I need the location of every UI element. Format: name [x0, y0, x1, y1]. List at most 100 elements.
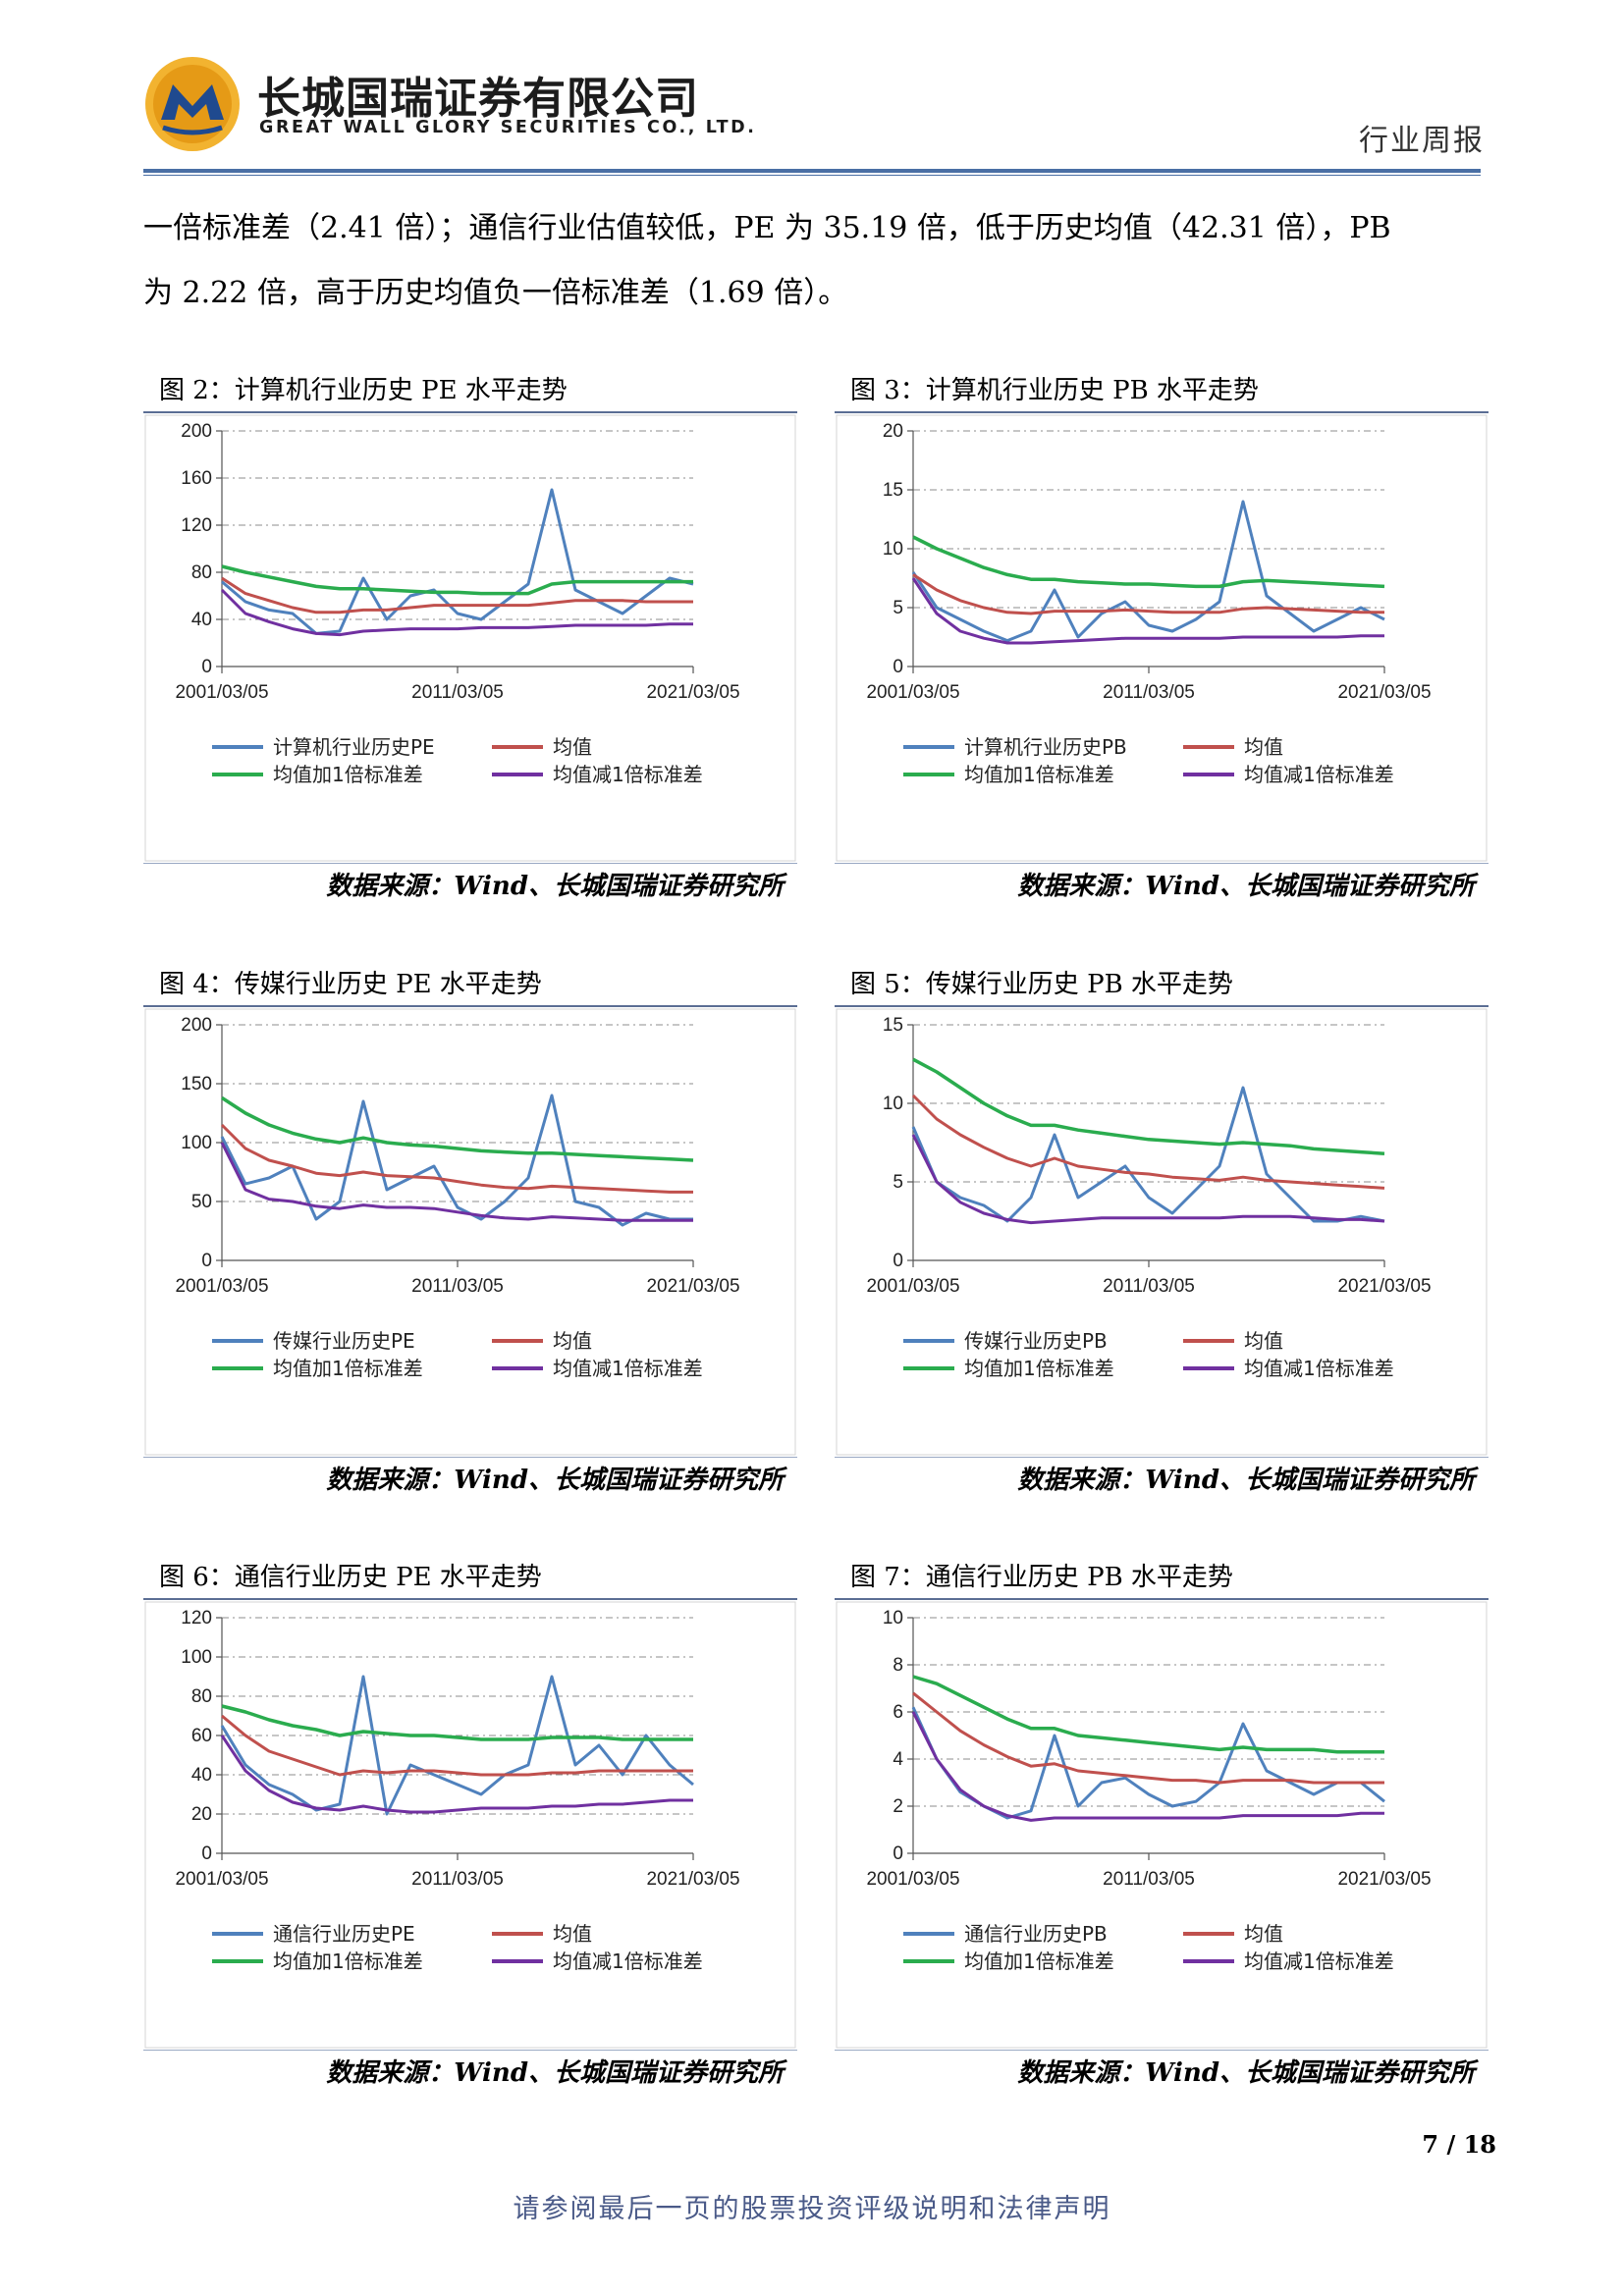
legend-label: 计算机行业历史PE — [273, 735, 435, 759]
x-tick-label: 2001/03/05 — [175, 1276, 268, 1297]
legend-label: 均值减1倍标准差 — [553, 763, 703, 786]
x-tick-label: 2021/03/05 — [1337, 1276, 1431, 1297]
y-tick-label: 2 — [893, 1796, 903, 1817]
x-tick-label: 2021/03/05 — [646, 1276, 739, 1297]
chart-frame — [836, 1601, 1488, 2049]
y-tick-label: 200 — [181, 1015, 212, 1036]
series-line-2 — [221, 1704, 693, 1741]
series-line-3 — [220, 1142, 693, 1222]
legend-label: 均值减1倍标准差 — [1244, 1357, 1394, 1380]
x-tick-label: 2011/03/05 — [1103, 682, 1195, 703]
x-tick-label: 2021/03/05 — [1337, 1869, 1431, 1890]
x-tick-label: 2001/03/05 — [866, 682, 959, 703]
legend-label: 均值减1倍标准差 — [1244, 1949, 1394, 1973]
y-tick-label: 60 — [191, 1726, 212, 1746]
series-line-0 — [220, 1675, 694, 1816]
y-tick-label: 0 — [201, 1843, 212, 1864]
company-logo-icon — [145, 57, 240, 151]
legend-label: 均值加1倍标准差 — [964, 1357, 1114, 1380]
x-tick-label: 2011/03/05 — [411, 1869, 504, 1890]
legend-label: 均值减1倍标准差 — [1244, 763, 1394, 786]
x-tick-label: 2001/03/05 — [175, 682, 268, 703]
body-line-1: 一倍标准差（2.41 倍）；通信行业估值较低，PE 为 35.19 倍，低于历史… — [143, 211, 1391, 245]
series-line-1 — [912, 573, 1384, 615]
x-tick-label: 2021/03/05 — [646, 682, 739, 703]
x-tick-label: 2011/03/05 — [1103, 1869, 1195, 1890]
y-tick-label: 0 — [893, 657, 903, 677]
figure-title: 图 5：传媒行业历史 PB 水平走势 — [835, 964, 1489, 1007]
y-tick-label: 0 — [893, 1251, 903, 1271]
x-tick-label: 2001/03/05 — [175, 1869, 268, 1890]
figure-title: 图 4：传媒行业历史 PE 水平走势 — [143, 964, 797, 1007]
y-tick-label: 5 — [893, 1172, 903, 1193]
y-tick-label: 50 — [191, 1192, 212, 1212]
page-header: 长城国瑞证券有限公司 GREAT WALL GLORY SECURITIES C… — [0, 0, 1624, 177]
y-tick-label: 20 — [191, 1804, 212, 1825]
figure-3: 图 3：计算机行业历史 PB 水平走势 0 5 10 15 20 2001/03/05 20… — [835, 370, 1489, 911]
legend-label: 传媒行业历史PE — [273, 1329, 415, 1353]
legend-label: 均值 — [553, 1922, 592, 1946]
footer-disclaimer: 请参阅最后一页的股票投资评级说明和法律声明 — [513, 2194, 1111, 2224]
figure-title: 图 2：计算机行业历史 PE 水平走势 — [143, 370, 797, 413]
y-tick-label: 0 — [201, 657, 212, 677]
doc-type: 行业周报 — [1359, 124, 1485, 158]
legend-label: 通信行业历史PE — [273, 1922, 415, 1946]
x-tick-label: 2001/03/05 — [866, 1276, 959, 1297]
y-tick-label: 160 — [181, 468, 212, 489]
y-tick-label: 120 — [181, 1608, 212, 1629]
legend-label: 均值 — [1244, 1329, 1283, 1353]
figure-title: 图 3：计算机行业历史 PB 水平走势 — [835, 370, 1489, 413]
y-tick-label: 10 — [883, 539, 903, 560]
chart-frame — [144, 1601, 796, 2049]
series-line-3 — [220, 588, 693, 637]
figure-source: 数据来源：Wind、长城国瑞证券研究所 — [835, 863, 1489, 911]
y-tick-label: 10 — [883, 1094, 903, 1114]
legend-label: 均值 — [1244, 1922, 1283, 1946]
legend-label: 计算机行业历史PB — [964, 735, 1127, 759]
series-line-2 — [912, 535, 1385, 589]
x-tick-label: 2011/03/05 — [411, 1276, 504, 1297]
body-line-2: 为 2.22 倍，高于历史均值负一倍标准差（1.69 倍）。 — [143, 276, 848, 310]
company-name-en: GREAT WALL GLORY SECURITIES CO., LTD. — [259, 118, 757, 137]
y-tick-label: 20 — [883, 421, 903, 442]
header-rule — [143, 169, 1481, 173]
legend-label: 均值加1倍标准差 — [273, 763, 423, 786]
legend-label: 均值加1倍标准差 — [964, 763, 1114, 786]
figure-5: 图 5：传媒行业历史 PB 水平走势 0 5 10 15 2001/03/05 2011/… — [835, 964, 1489, 1505]
header-rule-thin — [143, 175, 1481, 176]
y-tick-label: 0 — [893, 1843, 903, 1864]
y-tick-label: 4 — [893, 1749, 903, 1770]
legend-label: 均值减1倍标准差 — [553, 1949, 703, 1973]
y-tick-label: 40 — [191, 1765, 212, 1786]
series-line-2 — [221, 564, 693, 596]
chart-frame — [144, 1008, 796, 1456]
figure-source: 数据来源：Wind、长城国瑞证券研究所 — [143, 1457, 797, 1505]
chart-telecom-pe: 0 20 40 60 80 100 120 2001/03/05 2011/03/05 2021/… — [144, 1601, 796, 2049]
chart-computer-pe: 0 40 80 120 160 200 2001/03/05 2011/03/05 2021/0… — [144, 414, 796, 862]
y-tick-label: 200 — [181, 421, 212, 442]
legend-label: 均值 — [553, 735, 592, 759]
y-tick-label: 150 — [181, 1074, 212, 1095]
y-tick-label: 80 — [191, 562, 212, 583]
series-line-1 — [221, 1714, 693, 1777]
y-tick-label: 5 — [893, 598, 903, 618]
y-tick-label: 40 — [191, 610, 212, 630]
y-tick-label: 8 — [893, 1655, 903, 1676]
x-tick-label: 2011/03/05 — [1103, 1276, 1195, 1297]
body-paragraph: 一倍标准差（2.41 倍）；通信行业估值较低，PE 为 35.19 倍，低于历史… — [143, 196, 1487, 326]
figure-4: 图 4：传媒行业历史 PE 水平走势 0 50 100 150 200 2001/03/0… — [143, 964, 797, 1505]
legend-label: 均值加1倍标准差 — [273, 1949, 423, 1973]
chart-telecom-pb: 0 2 4 6 8 10 2001/03/05 2011/03/05 2021/03/05 通信行… — [836, 1601, 1488, 2049]
x-tick-label: 2011/03/05 — [411, 682, 504, 703]
x-tick-label: 2001/03/05 — [866, 1869, 959, 1890]
y-tick-label: 100 — [181, 1133, 212, 1153]
chart-media-pb: 0 5 10 15 2001/03/05 2011/03/05 2021/03/05 传媒行业… — [836, 1008, 1488, 1456]
chart-computer-pb: 0 5 10 15 20 2001/03/05 2011/03/05 2021/03/05 计算… — [836, 414, 1488, 862]
series-line-0 — [221, 488, 694, 635]
series-line-2 — [912, 1675, 1384, 1754]
figure-title: 图 6：通信行业历史 PE 水平走势 — [143, 1557, 797, 1600]
chart-media-pe: 0 50 100 150 200 2001/03/05 2011/03/05 2021/03/… — [144, 1008, 796, 1456]
legend-label: 均值 — [1244, 735, 1283, 759]
legend-label: 均值减1倍标准差 — [553, 1357, 703, 1380]
figure-source: 数据来源：Wind、长城国瑞证券研究所 — [835, 2050, 1489, 2098]
